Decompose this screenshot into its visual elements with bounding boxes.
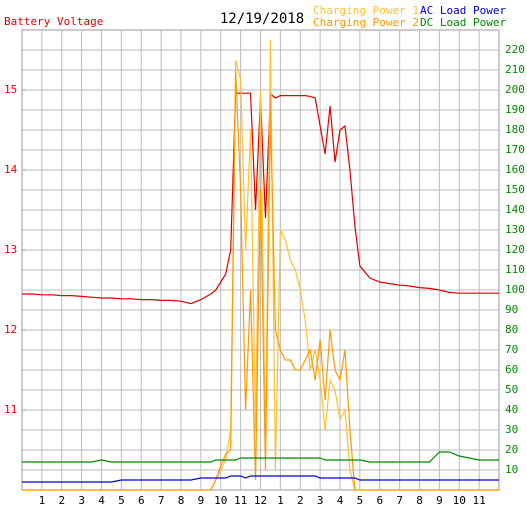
x-tick-label: 4 (98, 494, 105, 507)
y-tick-label: 11 (4, 403, 17, 416)
x-tick-label: 5 (357, 494, 364, 507)
series-line (22, 69, 499, 491)
y-tick-label: 15 (4, 83, 17, 96)
x-tick-label: 5 (118, 494, 125, 507)
y2-tick-label: 210 (505, 63, 525, 76)
y2-tick-label: 40 (505, 403, 518, 416)
x-tick-label: 11 (473, 494, 486, 507)
legend-label: Charging Power 1 (313, 4, 419, 17)
y2-tick-label: 90 (505, 303, 518, 316)
y2-tick-label: 30 (505, 423, 518, 436)
y-tick-label: 12 (4, 323, 17, 336)
y2-tick-label: 200 (505, 83, 525, 96)
x-tick-label: 9 (436, 494, 443, 507)
y2-tick-label: 190 (505, 103, 525, 116)
y2-tick-label: 170 (505, 143, 525, 156)
legend-label: AC Load Power (420, 4, 506, 17)
y2-tick-label: 80 (505, 323, 518, 336)
legend-label: Battery Voltage (4, 15, 103, 28)
x-tick-label: 3 (78, 494, 85, 507)
y2-tick-label: 150 (505, 183, 525, 196)
chart-title: 12/19/2018 (220, 11, 304, 27)
y2-tick-label: 160 (505, 163, 525, 176)
x-tick-label: 10 (453, 494, 466, 507)
x-tick-label: 7 (158, 494, 165, 507)
x-tick-label: 1 (39, 494, 46, 507)
x-tick-label: 8 (416, 494, 423, 507)
x-tick-label: 1 (277, 494, 284, 507)
x-tick-label: 8 (178, 494, 185, 507)
series-line (22, 475, 499, 483)
x-tick-label: 3 (317, 494, 324, 507)
x-tick-label: 6 (138, 494, 145, 507)
y2-tick-label: 180 (505, 123, 525, 136)
x-tick-label: 12 (254, 494, 267, 507)
y2-tick-label: 20 (505, 443, 518, 456)
series-line (22, 92, 499, 305)
x-tick-label: 2 (297, 494, 304, 507)
x-tick-label: 2 (58, 494, 65, 507)
y-tick-label: 13 (4, 243, 17, 256)
y2-tick-label: 100 (505, 283, 525, 296)
y2-tick-label: 10 (505, 463, 518, 476)
y-tick-label: 14 (4, 163, 18, 176)
x-tick-label: 10 (214, 494, 227, 507)
y2-tick-label: 140 (505, 203, 525, 216)
x-tick-label: 9 (198, 494, 205, 507)
y2-tick-label: 70 (505, 343, 518, 356)
x-tick-label: 4 (337, 494, 344, 507)
y2-tick-label: 60 (505, 363, 518, 376)
y2-tick-label: 130 (505, 223, 525, 236)
legend-label: Charging Power 2 (313, 16, 419, 29)
series-line (22, 451, 499, 463)
y2-tick-label: 220 (505, 43, 525, 56)
x-tick-label: 7 (396, 494, 403, 507)
y2-tick-label: 110 (505, 263, 525, 276)
x-tick-label: 11 (234, 494, 247, 507)
x-tick-label: 6 (376, 494, 383, 507)
y2-tick-label: 120 (505, 243, 525, 256)
legend-label: DC Load Power (420, 16, 506, 29)
y2-tick-label: 50 (505, 383, 518, 396)
